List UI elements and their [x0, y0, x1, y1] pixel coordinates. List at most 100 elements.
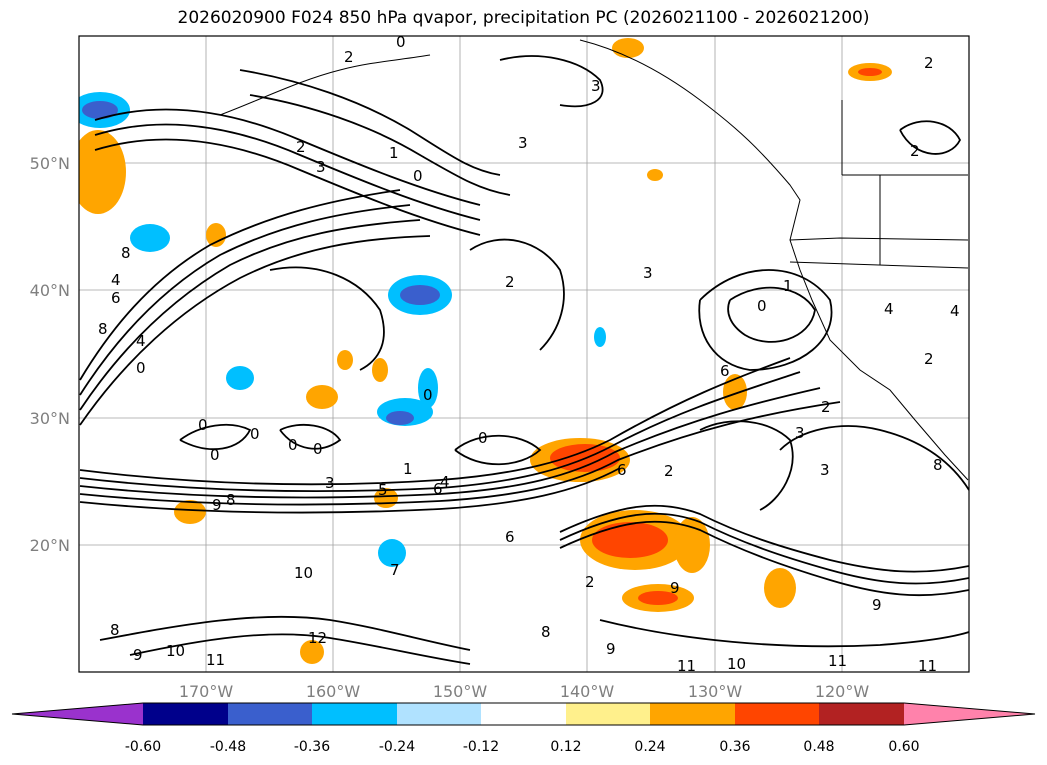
- colorbar-tick-label: 0.48: [803, 739, 834, 755]
- precip-shading: [79, 38, 892, 664]
- contour-label: 2: [664, 462, 674, 480]
- contour-label: 12: [308, 629, 327, 647]
- contour-label: 9: [133, 646, 143, 664]
- contour-label: 9: [872, 596, 882, 614]
- contour-label: 2: [585, 573, 595, 591]
- lon-label: 140°W: [560, 682, 615, 701]
- contour-label: 9: [606, 640, 616, 658]
- colorbar: -0.60 -0.48 -0.36 -0.24 -0.12 0.12 0.24 …: [11, 702, 1036, 755]
- contour-label: 3: [795, 424, 805, 442]
- contour-label: 1: [783, 277, 793, 295]
- contour-label: 0: [757, 297, 767, 315]
- colorbar-tick-label: 0.60: [888, 739, 919, 755]
- colorbar-tick-label: 0.36: [719, 739, 750, 755]
- lat-label: 40°N: [30, 281, 70, 300]
- contour-label: 4: [884, 300, 894, 318]
- contour-label: 6: [111, 289, 121, 307]
- contour-label: 9: [670, 579, 680, 597]
- coastlines: [219, 39, 969, 481]
- gridlines: [79, 36, 969, 672]
- contour-label: 6: [617, 461, 627, 479]
- colorbar-tick-label: -0.24: [379, 739, 415, 755]
- colorbar-tick-label: 0.24: [634, 739, 665, 755]
- contour-label: 3: [643, 264, 653, 282]
- qvapor-contours: [79, 55, 969, 665]
- contour-label: 8: [98, 320, 108, 338]
- contour-label: 4: [136, 332, 146, 350]
- colorbar-swatch: [819, 703, 904, 725]
- colorbar-swatch: [397, 703, 481, 725]
- colorbar-swatch: [735, 703, 819, 725]
- contour-label: 4: [440, 473, 450, 491]
- colorbar-tick-label: 0.12: [550, 739, 581, 755]
- lon-axis: 170°W 160°W 150°W 140°W 130°W 120°W: [179, 682, 870, 701]
- contour-label: 5: [378, 481, 388, 499]
- colorbar-tick-label: -0.48: [210, 739, 246, 755]
- contour-label: 2: [910, 142, 920, 160]
- colorbar-swatch: [312, 703, 397, 725]
- contour-label: 8: [541, 623, 551, 641]
- contour-label: 3: [820, 461, 830, 479]
- contour-label: 2: [924, 350, 934, 368]
- contour-label: 0: [423, 386, 433, 404]
- contour-label: 6: [505, 528, 515, 546]
- contour-label: 11: [918, 657, 937, 675]
- contour-label: 3: [591, 77, 601, 95]
- contour-label: 3: [316, 158, 326, 176]
- contour-label: 0: [136, 359, 146, 377]
- colorbar-tick-label: -0.12: [463, 739, 499, 755]
- contour-label: 7: [390, 561, 400, 579]
- contour-label: 8: [121, 244, 131, 262]
- lat-axis: 50°N 40°N 30°N 20°N: [30, 154, 70, 555]
- map-panel: [79, 36, 969, 672]
- colorbar-swatch: [143, 703, 228, 725]
- contour-label: 11: [828, 652, 847, 670]
- contour-label: 4: [950, 302, 960, 320]
- colorbar-swatch: [566, 703, 650, 725]
- contour-label: 6: [433, 480, 443, 498]
- colorbar-swatch: [650, 703, 735, 725]
- lat-label: 20°N: [30, 536, 70, 555]
- contour-label: 2: [296, 138, 306, 156]
- contour-label: 11: [206, 651, 225, 669]
- contour-label: 10: [166, 642, 185, 660]
- lon-label: 130°W: [688, 682, 743, 701]
- contour-label: 0: [478, 429, 488, 447]
- lat-label: 30°N: [30, 409, 70, 428]
- contour-label: 8: [933, 456, 943, 474]
- contour-label: 2: [821, 398, 831, 416]
- contour-label: 0: [396, 33, 406, 51]
- contour-label: 1: [403, 460, 413, 478]
- lon-label: 150°W: [433, 682, 488, 701]
- contour-label: 0: [210, 446, 220, 464]
- contour-label: 11: [677, 657, 696, 675]
- lon-label: 160°W: [306, 682, 361, 701]
- contour-label: 2: [344, 48, 354, 66]
- colorbar-tick-label: -0.36: [294, 739, 330, 755]
- contour-label: 10: [727, 655, 746, 673]
- lat-label: 50°N: [30, 154, 70, 173]
- lon-label: 120°W: [815, 682, 870, 701]
- contour-label: 8: [110, 621, 120, 639]
- chart-title: 2026020900 F024 850 hPa qvapor, precipit…: [177, 8, 870, 28]
- contour-label: 0: [250, 425, 260, 443]
- contour-label: 0: [198, 416, 208, 434]
- contour-label: 10: [294, 564, 313, 582]
- contour-label: 0: [313, 440, 323, 458]
- colorbar-swatch: [12, 703, 143, 725]
- contour-label: 9: [212, 496, 222, 514]
- colorbar-swatch: [481, 703, 566, 725]
- contour-label: 1: [389, 144, 399, 162]
- colorbar-tick-label: -0.60: [125, 739, 161, 755]
- contour-label: 0: [413, 167, 423, 185]
- contour-label: 2: [505, 273, 515, 291]
- contour-label: 2: [924, 54, 934, 72]
- colorbar-swatch: [228, 703, 312, 725]
- contour-label-layer: 0 2 3 2 1 0 3 2 2 3 8 4 6 8 4 0 0 0 0 0 …: [98, 33, 960, 675]
- contour-label: 3: [518, 134, 528, 152]
- contour-label: 8: [226, 491, 236, 509]
- colorbar-swatch: [904, 703, 1035, 725]
- contour-label: 0: [288, 436, 298, 454]
- contour-label: 3: [325, 474, 335, 492]
